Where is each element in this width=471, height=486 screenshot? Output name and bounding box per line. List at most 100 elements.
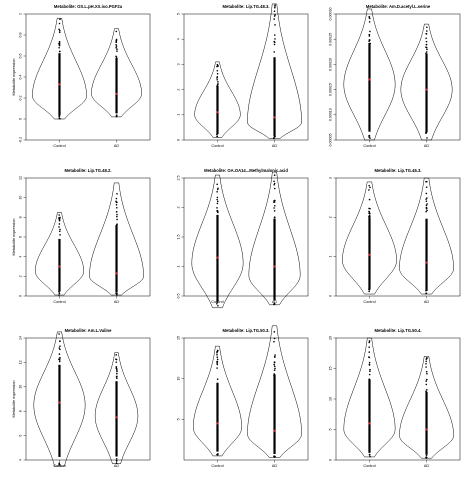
plot-frame [335, 13, 461, 141]
x-tick-label: Control [363, 464, 375, 468]
panel-title: Metabolite: Lip.TG.50.3. [223, 328, 270, 333]
data-point [273, 207, 275, 209]
y-tick-label: 4 [19, 256, 23, 258]
mean-point [216, 422, 219, 425]
x-tick-label: AD [424, 144, 430, 148]
data-point [58, 44, 61, 47]
violin-control [191, 174, 244, 309]
data-point [58, 226, 60, 228]
data-point [425, 383, 428, 386]
data-point [216, 202, 219, 205]
y-tick-label: 1 [19, 13, 23, 15]
data-point [58, 223, 61, 225]
data-point [273, 340, 275, 343]
data-point [59, 348, 61, 351]
plot-frame [335, 177, 461, 297]
data-point [116, 50, 118, 52]
data-point [368, 17, 371, 19]
y-tick-label: 4 [19, 459, 23, 461]
y-tick-label: 15 [177, 336, 181, 340]
mean-point [58, 83, 61, 86]
data-point [216, 302, 218, 305]
data-point [59, 340, 61, 343]
panel-7: Metabolite: Am.L.Valine 4 6 8 10 12 14 Metaboli… [12, 328, 151, 468]
y-tick-label: 0 [19, 295, 23, 297]
data-point [115, 354, 117, 356]
panel-6: Metabolite: Lip.TG.46.3. 0 1 2 3 Control AD [329, 168, 461, 304]
y-tick-label: 0.00020 [329, 58, 333, 71]
data-point [116, 192, 118, 195]
data-point [116, 372, 118, 375]
points-strip [273, 218, 276, 301]
data-point [274, 5, 276, 7]
data-point [115, 201, 118, 204]
panel-8: Metabolite: Lip.TG.50.3. 5 10 15 Control AD [177, 325, 309, 468]
points-strip [425, 218, 428, 291]
data-point [58, 353, 61, 355]
data-point [58, 360, 61, 363]
y-tick-label: 0.00015 [329, 83, 333, 96]
mean-point [216, 256, 219, 259]
data-point [273, 180, 275, 183]
data-point [425, 380, 427, 382]
x-tick-label: Control [53, 144, 65, 148]
data-point [58, 214, 60, 216]
y-tick-label: 5 [177, 13, 181, 15]
data-point [217, 187, 219, 190]
x-tick-label: AD [272, 144, 278, 148]
data-point [58, 22, 61, 25]
data-point [216, 200, 219, 203]
data-point [216, 350, 218, 353]
data-point [425, 362, 427, 365]
data-point [274, 6, 276, 9]
data-point [368, 361, 371, 364]
data-point [425, 186, 428, 188]
data-point [58, 239, 61, 241]
panel-2: Metabolite: Lip.TG.48.3. 0 1 2 3 4 5 Control AD [177, 3, 309, 148]
y-tick-label: 0 [329, 295, 333, 297]
data-point [116, 377, 118, 380]
data-point [369, 370, 371, 372]
data-point [115, 30, 118, 33]
violin-control [194, 61, 241, 138]
violin-control [33, 331, 86, 467]
data-point [115, 45, 118, 47]
y-tick-label: 0.2 [19, 96, 23, 101]
data-point [216, 358, 219, 361]
data-point [115, 197, 118, 200]
mean-point [58, 401, 61, 404]
panel-title: Metabolite: Lip.TG.48.2. [65, 168, 112, 173]
points-strip [368, 217, 371, 290]
data-point [426, 378, 428, 381]
mean-point [368, 422, 371, 425]
data-point [368, 212, 370, 215]
y-tick-label: 8 [19, 410, 23, 412]
y-tick-label: 2 [19, 275, 23, 277]
x-tick-label: AD [114, 144, 120, 148]
plot-frame [25, 177, 151, 297]
mean-point [273, 429, 276, 432]
data-point [425, 292, 428, 294]
data-point [273, 201, 276, 203]
data-point [273, 137, 275, 140]
data-point [216, 363, 219, 366]
data-point [216, 72, 219, 75]
y-tick-label: 10 [19, 196, 23, 200]
data-point [273, 361, 276, 364]
y-tick-label: 3 [329, 177, 333, 179]
data-point [368, 15, 371, 18]
data-point [425, 456, 427, 459]
y-tick-label: 0 [329, 459, 333, 461]
data-point [426, 289, 428, 292]
data-point [116, 213, 118, 216]
data-point [216, 362, 218, 364]
data-point [425, 52, 427, 55]
data-point [58, 50, 61, 53]
plot-frame [25, 337, 151, 461]
data-point [368, 136, 370, 138]
data-point [425, 46, 428, 49]
mean-point [425, 261, 428, 264]
data-point [115, 46, 117, 49]
y-tick-label: -0.2 [19, 137, 23, 143]
y-tick-label: 8 [19, 216, 23, 218]
